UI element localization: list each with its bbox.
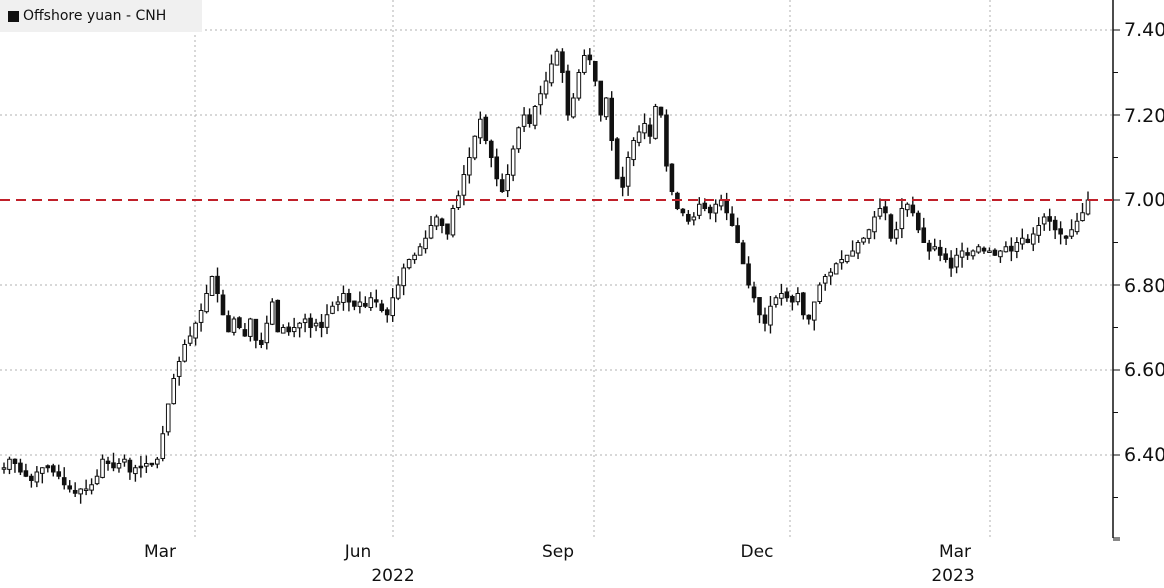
x-tick-label: Jun <box>344 542 372 562</box>
y-tick-label: 7.00 <box>1124 189 1164 211</box>
y-tick-label: 6.40 <box>1124 444 1164 466</box>
y-tick-label: 6.60 <box>1124 359 1164 381</box>
x-tick-label: Mar <box>938 542 972 562</box>
y-tick-label: 7.40 <box>1124 19 1164 41</box>
legend-swatch-icon <box>8 10 19 22</box>
legend-label: Offshore yuan - CNH <box>23 8 167 24</box>
x-tick-label: Dec <box>740 542 774 562</box>
x-tick-label: Mar <box>143 542 177 562</box>
y-tick-label: 7.20 <box>1124 105 1164 127</box>
x-year-label: 2022 <box>371 566 415 586</box>
x-year-label: 2023 <box>931 566 975 586</box>
legend: Offshore yuan - CNH <box>0 0 202 32</box>
y-tick-label: 6.80 <box>1124 275 1164 297</box>
x-tick-label: Sep <box>541 542 575 562</box>
candlestick-series <box>1 48 1091 504</box>
